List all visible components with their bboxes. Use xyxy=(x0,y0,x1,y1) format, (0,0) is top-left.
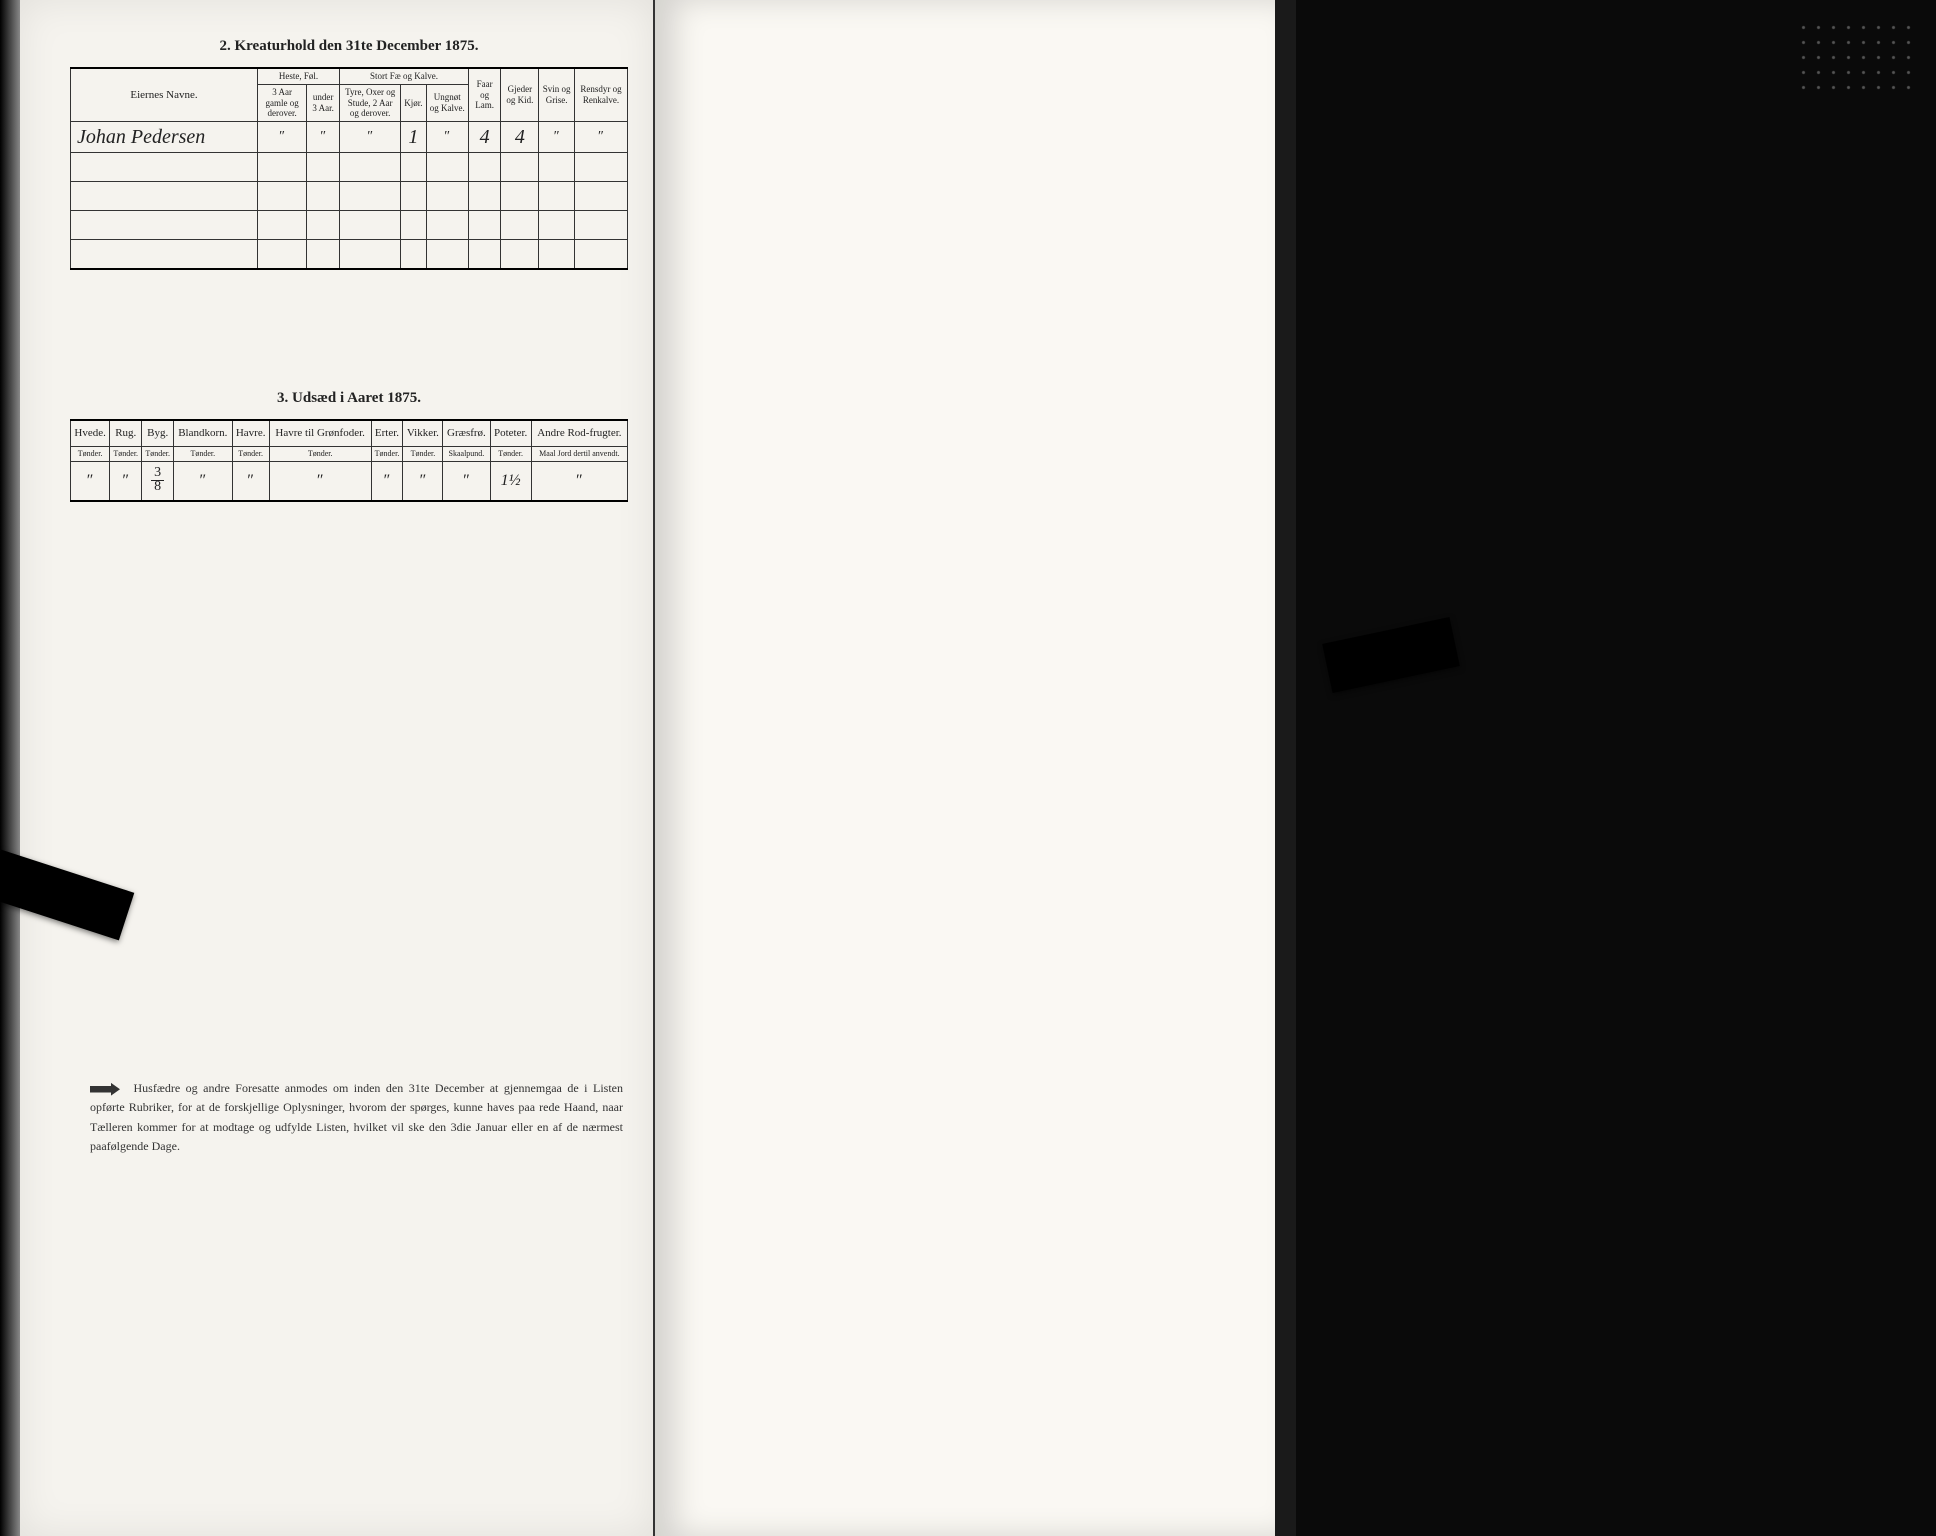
col-reindeer: Rensdyr og Renkalve. xyxy=(574,68,627,122)
col-barley: Byg. xyxy=(142,420,174,447)
cell-roots: ″ xyxy=(531,461,627,501)
table-row: Johan Pedersen ″ ″ ″ 1 ″ 4 4 ″ ″ xyxy=(71,122,628,153)
cell-reindeer: ″ xyxy=(574,122,627,153)
col-horses-group: Heste, Føl. xyxy=(258,68,340,84)
col-vetches: Vikker. xyxy=(403,420,443,447)
cell-oats-green: ″ xyxy=(269,461,371,501)
table-row xyxy=(71,240,628,270)
col-goats: Gjeder og Kid. xyxy=(501,68,539,122)
col-oats-green: Havre til Grønfoder. xyxy=(269,420,371,447)
cell-rye: ″ xyxy=(110,461,142,501)
section2-title: 2. Kreaturhold den 31te December 1875. xyxy=(70,38,628,55)
unit-label: Tønder. xyxy=(174,447,232,462)
unit-label: Tønder. xyxy=(490,447,531,462)
cell-pigs: ″ xyxy=(539,122,575,153)
col-cattle-cows: Kjør. xyxy=(401,84,426,121)
unit-label: Tønder. xyxy=(71,447,110,462)
col-cattle-bulls: Tyre, Oxer og Stude, 2 Aar og derover. xyxy=(340,84,401,121)
right-page-blank xyxy=(655,0,1275,1536)
col-horses-old: 3 Aar gamle og derover. xyxy=(258,84,307,121)
col-cattle-young: Ungnøt og Kalve. xyxy=(426,84,468,121)
col-mixed: Blandkorn. xyxy=(174,420,232,447)
background-dark xyxy=(1296,0,1936,1536)
livestock-table: Eiernes Navne. Heste, Føl. Stort Fæ og K… xyxy=(70,67,628,270)
cell-grass: ″ xyxy=(443,461,490,501)
left-page: 2. Kreaturhold den 31te December 1875. E… xyxy=(20,0,655,1536)
unit-label: Tønder. xyxy=(269,447,371,462)
col-pigs: Svin og Grise. xyxy=(539,68,575,122)
col-roots: Andre Rod-frugter. xyxy=(531,420,627,447)
cell-peas: ″ xyxy=(371,461,403,501)
cell-cattle-cows: 1 xyxy=(401,122,426,153)
table-row xyxy=(71,211,628,240)
unit-label: Tønder. xyxy=(110,447,142,462)
cell-horses-young: ″ xyxy=(307,122,340,153)
pointing-hand-icon xyxy=(90,1081,120,1097)
seed-table: Hvede. Rug. Byg. Blandkorn. Havre. Havre… xyxy=(70,419,628,502)
section3-title: 3. Udsæd i Aaret 1875. xyxy=(70,390,628,407)
col-potatoes: Poteter. xyxy=(490,420,531,447)
table-row: ″ ″ 3 8 ″ ″ ″ ″ ″ ″ xyxy=(71,461,628,501)
unit-label: Tønder. xyxy=(403,447,443,462)
cell-mixed: ″ xyxy=(174,461,232,501)
unit-label: Tønder. xyxy=(371,447,403,462)
col-horses-young: under 3 Aar. xyxy=(307,84,340,121)
cell-oats: ″ xyxy=(232,461,269,501)
col-sheep: Faar og Lam. xyxy=(468,68,500,122)
col-wheat: Hvede. xyxy=(71,420,110,447)
col-peas: Erter. xyxy=(371,420,403,447)
unit-label: Tønder. xyxy=(232,447,269,462)
footer-note: Husfædre og andre Foresatte anmodes om i… xyxy=(90,1079,623,1156)
unit-label: Tønder. xyxy=(142,447,174,462)
cell-cattle-young: ″ xyxy=(426,122,468,153)
footer-text: Husfædre og andre Foresatte anmodes om i… xyxy=(90,1081,623,1153)
cell-goats: 4 xyxy=(501,122,539,153)
cell-cattle-bulls: ″ xyxy=(340,122,401,153)
fraction-denominator: 8 xyxy=(151,481,164,494)
col-oats: Havre. xyxy=(232,420,269,447)
col-grass: Græsfrø. xyxy=(443,420,490,447)
cell-vetches: ″ xyxy=(403,461,443,501)
cell-sheep: 4 xyxy=(468,122,500,153)
cell-owner: Johan Pedersen xyxy=(71,122,258,153)
col-owner: Eiernes Navne. xyxy=(71,68,258,122)
unit-label: Maal Jord dertil anvendt. xyxy=(531,447,627,462)
cell-potatoes: 1½ xyxy=(490,461,531,501)
col-rye: Rug. xyxy=(110,420,142,447)
table-row xyxy=(71,153,628,182)
cell-wheat: ″ xyxy=(71,461,110,501)
col-cattle-group: Stort Fæ og Kalve. xyxy=(340,68,469,84)
unit-label: Skaalpund. xyxy=(443,447,490,462)
cell-barley: 3 8 xyxy=(142,461,174,501)
cell-horses-old: ″ xyxy=(258,122,307,153)
table-row xyxy=(71,182,628,211)
